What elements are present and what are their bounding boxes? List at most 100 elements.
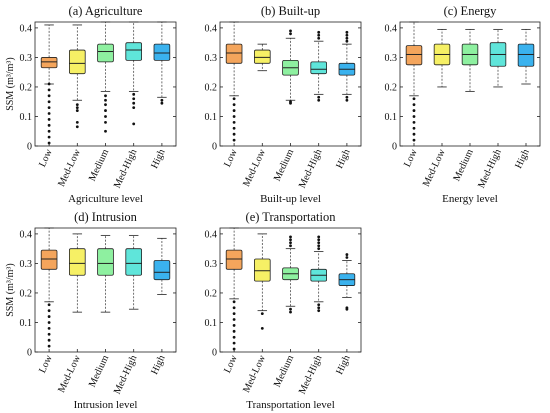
y-tick-label: 0.1 (20, 112, 33, 123)
outlier-point (232, 341, 236, 345)
y-tick-label: 0.1 (385, 112, 398, 123)
outlier-point (232, 312, 236, 316)
outlier-point (47, 106, 51, 110)
outlier-point (232, 115, 236, 118)
iqr-box (69, 49, 86, 75)
y-tick-label: 0.4 (205, 23, 218, 34)
outlier-point (289, 29, 292, 33)
box-med-high (310, 30, 327, 102)
outlier-point (104, 115, 107, 118)
box-med-low (69, 233, 86, 313)
x-tick-label: Med-Low (56, 353, 83, 395)
chart-panel-3: (c) Energy 0 0.1 0.2 0.3 0.4 Low Med-Low Medium M… (385, 4, 541, 205)
outlier-point (47, 303, 51, 307)
x-tick-label: Medium (272, 353, 296, 389)
box-medium (282, 29, 299, 105)
x-tick-label: Med-Low (56, 147, 83, 189)
outlier-point (412, 138, 416, 142)
chart-title: (b) Built-up (261, 4, 320, 18)
iqr-box (69, 248, 86, 276)
iqr-box (153, 260, 171, 281)
x-tick-label: High (149, 354, 167, 377)
chart-title: (a) Agriculture (69, 4, 143, 18)
outlier-point (47, 344, 51, 348)
box-low (225, 21, 243, 142)
outlier-point (345, 30, 349, 34)
outlier-point (345, 95, 349, 99)
iqr-box (405, 45, 423, 66)
outlier-point (289, 307, 292, 311)
x-tick-label: High (513, 148, 531, 171)
box-medium (97, 234, 114, 313)
y-tick-label: 0 (212, 142, 217, 153)
x-tick-label: Low (37, 353, 55, 375)
x-tick-label: High (149, 148, 167, 171)
outlier-point (104, 98, 107, 102)
x-tick-label: Med-Low (241, 353, 268, 395)
outlier-point (317, 241, 321, 245)
outlier-point (317, 95, 321, 99)
y-tick-label: 0.3 (205, 53, 218, 64)
outlier-point (47, 123, 51, 127)
box-medium (97, 21, 114, 133)
outlier-point (289, 244, 292, 248)
outlier-point (345, 36, 349, 40)
outlier-point (75, 109, 79, 112)
outlier-point (345, 39, 349, 43)
box-high (338, 30, 356, 102)
x-tick-label: High (334, 148, 352, 171)
outlier-point (317, 36, 321, 40)
box-high (338, 253, 356, 311)
outlier-point (232, 335, 236, 339)
outlier-point (232, 97, 236, 101)
y-tick-label: 0.2 (20, 82, 33, 93)
y-tick-label: 0.2 (205, 82, 218, 93)
x-tick-label: Medium (87, 353, 111, 389)
chart-title: (d) Intrusion (74, 210, 138, 224)
iqr-box (225, 249, 243, 270)
box-med-low (254, 43, 271, 72)
outlier-point (47, 82, 51, 86)
outlier-point (345, 98, 349, 102)
outlier-point (47, 332, 51, 336)
outlier-point (317, 303, 321, 307)
outlier-point (317, 235, 321, 239)
x-tick-label: Medium (87, 147, 111, 183)
outlier-point (345, 253, 349, 256)
outlier-point (317, 247, 321, 251)
box-med-high (489, 28, 507, 88)
outlier-point (345, 307, 349, 311)
y-axis-label: SSM (m³/m³) (5, 57, 16, 111)
iqr-box (254, 258, 271, 282)
iqr-box (310, 61, 327, 75)
box-high (153, 21, 171, 105)
iqr-box (97, 43, 114, 63)
outlier-point (47, 321, 51, 324)
x-axis-label: Energy level (442, 193, 498, 205)
y-tick-label: 0 (212, 348, 217, 359)
box-low (40, 24, 58, 145)
outlier-point (260, 326, 264, 330)
x-tick-label: Med-High (112, 354, 140, 396)
outlier-point (132, 106, 136, 110)
outlier-point (47, 94, 51, 98)
x-tick-label: Low (222, 353, 240, 375)
x-tick-label: Med-High (297, 354, 325, 396)
x-tick-label: Med-Low (241, 147, 268, 189)
outlier-point (412, 115, 416, 118)
y-tick-label: 0.4 (205, 229, 218, 240)
x-tick-label: Med-High (297, 148, 325, 190)
outlier-point (75, 125, 79, 129)
y-tick-label: 0.2 (20, 288, 33, 299)
y-axis-label: SSM (m³/m³) (5, 263, 16, 317)
y-tick-label: 0.2 (385, 82, 398, 93)
y-tick-label: 0.3 (20, 259, 33, 270)
box-high (153, 237, 171, 295)
outlier-point (412, 97, 416, 101)
x-tick-label: Low (37, 147, 55, 169)
outlier-point (345, 33, 349, 37)
box-medium (461, 28, 479, 92)
outlier-point (232, 318, 236, 321)
chart-panel-2: (b) Built-up 0 0.1 0.2 0.3 0.4 Low Med-Low Mediu… (205, 4, 362, 205)
chart-title: (c) Energy (444, 4, 498, 18)
